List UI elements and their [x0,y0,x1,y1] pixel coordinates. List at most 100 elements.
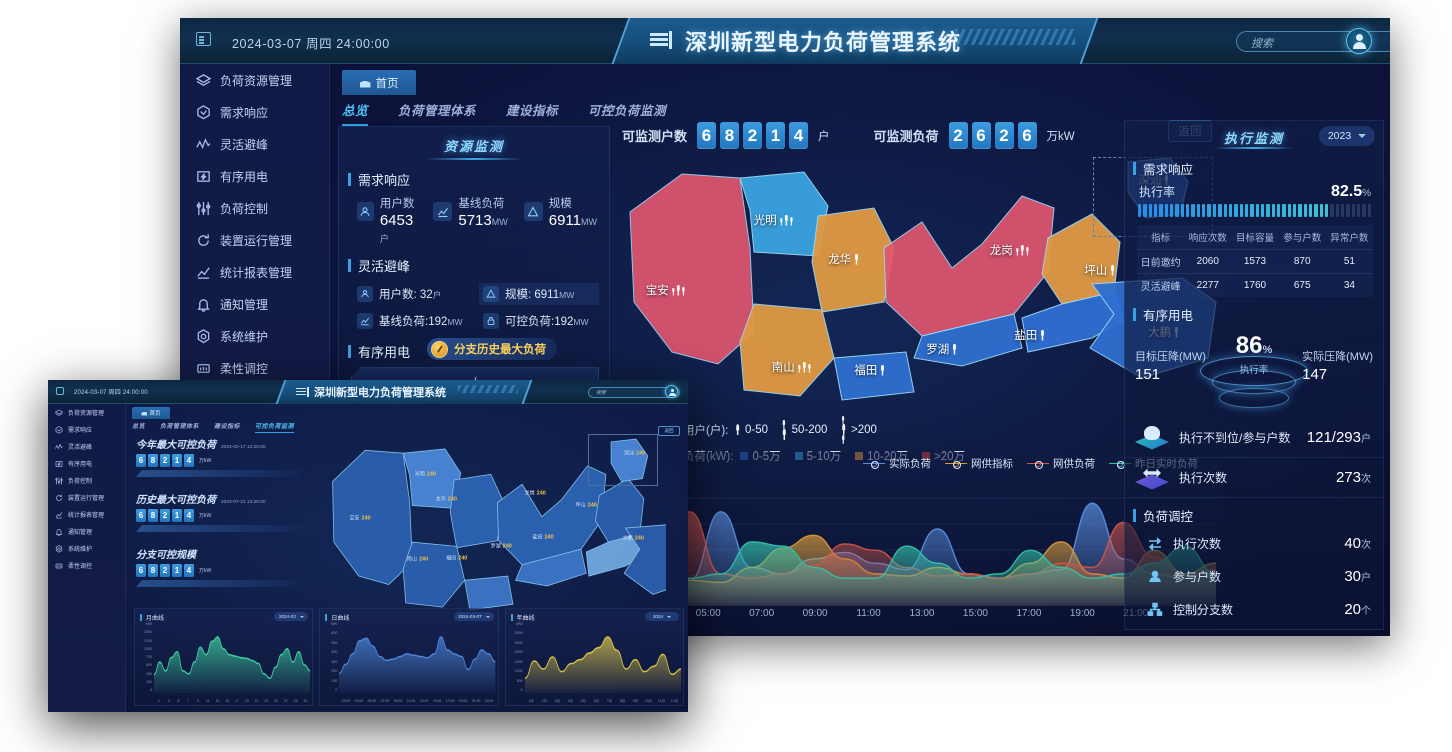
table-cell: 675 [1293,280,1311,291]
households-unit: 户 [818,130,830,143]
panel-title-underline [426,158,522,160]
table-header-cell: 指标 [1151,233,1171,244]
table-cell: 日前邀约 [1140,258,1181,269]
tab-bar: 总览 负荷管理体系 建设指标 可控负荷监测 [342,100,666,126]
rate-value: 82.5% [1330,183,1371,200]
counter-digit: 6 [136,509,146,522]
load-label: 可监测负荷 [873,129,939,144]
y-tick: 700 [146,655,152,660]
chart-legend-item[interactable]: 网供指标 [945,456,1013,471]
sidebar-item-power-box[interactable]: 有序用电 [48,455,125,472]
chart-period-selector[interactable]: 2024 [644,612,679,621]
menu-toggle-icon[interactable] [196,32,211,46]
target-reduction: 目标压降(MW) 151 [1135,348,1206,383]
sidebar-item-chart[interactable]: 统计报表管理 [180,256,329,288]
label: 实际压降(MW) [1302,351,1373,363]
tab-1[interactable]: 负荷管理体系 [398,104,477,118]
sidebar-item-label: 通知管理 [220,297,269,312]
tab-1[interactable]: 负荷管理体系 [160,424,200,430]
chart-legend-item[interactable]: 网供负荷 [1027,456,1095,471]
tab-0[interactable]: 总览 [132,424,146,430]
rate-bar-segment [1367,204,1372,217]
sidebar-item-label: 柔性调控 [68,564,93,570]
sidebar-item-monitor[interactable]: 柔性调控 [48,557,125,574]
stat-date: 2024-02-17 13:25:00 [221,445,266,450]
badge-label: 分支历史最大负荷 [454,344,546,356]
tab-2[interactable]: 建设指标 [506,104,559,118]
value: 147 [1302,366,1328,383]
stat-title: 历史最大可控负荷 [136,495,216,506]
y-tick: 500 [331,640,338,645]
table-cell: 2060 [1196,256,1219,267]
hatch-decoration-right [458,385,518,393]
panel-title: 执行监测 [1223,131,1285,146]
menu-toggle-icon[interactable] [56,387,64,395]
shenzhen-map[interactable]: 光明 240 宝安 240 龙华 240 龙岗 240 坪山 240 南山 240 福田 240 罗湖 240… [326,432,666,617]
sidebar-item-label: 有序用电 [220,169,269,184]
sidebar-item-layers[interactable]: 负荷资源管理 [48,404,125,421]
sidebar-item-bell[interactable]: 通知管理 [48,523,125,540]
x-tick: 31 [303,699,308,703]
y-tick: 400 [146,671,152,676]
chart-period-selector[interactable]: 2024-03 [274,612,309,621]
tab-0[interactable]: 总览 [342,100,369,126]
pyramid-icon [483,286,499,302]
chart-icon [55,511,63,519]
sidebar-item-target[interactable]: 需求响应 [180,96,329,128]
row-label: 控制分支数 [1173,603,1234,617]
home-button[interactable]: 首页 [132,407,170,419]
sidebar-item-wave[interactable]: 灵活避峰 [180,128,329,160]
rate-bar-segment [1154,204,1158,217]
x-tick: 13 [215,699,220,703]
sidebar-item-wave[interactable]: 灵活避峰 [48,438,125,455]
sidebar-item-refresh[interactable]: 装置运行管理 [48,489,125,506]
avatar[interactable] [1346,28,1372,54]
y-tick: 100 [331,678,338,683]
back-button[interactable]: 返回 [658,426,680,436]
rate-bar-segment [1346,204,1350,217]
demand-response-table: 指标 响应次数 目标容量 参与户数 异常户数 日前邀约 2060 1573 870 51 灵活避峰… [1137,225,1373,297]
tab-3[interactable]: 可控负荷监测 [588,104,667,118]
x-tick: 15 [225,699,230,703]
year-selector[interactable]: 2023 [1319,126,1375,146]
sidebar-item-layers[interactable]: 负荷资源管理 [180,64,329,96]
x-tick: 15:00 [962,608,988,619]
selector-value: 2024-03 [278,614,296,619]
avatar[interactable] [665,385,678,398]
app-title: 深圳新型电力负荷管理系统 [650,26,1070,56]
sidebar-item-chart[interactable]: 统计报表管理 [48,506,125,523]
sidebar-item-refresh[interactable]: 装置运行管理 [180,224,329,256]
tab-2[interactable]: 建设指标 [214,424,241,430]
sidebar-item-monitor[interactable]: 柔性调控 [180,352,329,384]
rate-bar-segment [1223,204,1227,217]
table-cell: 1760 [1243,280,1267,291]
sidebar-item-gear[interactable]: 系统维护 [180,320,329,352]
sidebar-item-gear[interactable]: 系统维护 [48,540,125,557]
tab-3[interactable]: 可控负荷监测 [255,421,295,433]
app-title-text: 深圳新型电力负荷管理系统 [685,30,962,55]
sidebar-item-target[interactable]: 需求响应 [48,421,125,438]
home-button[interactable]: 首页 [342,70,416,95]
chart-period-selector[interactable]: 2024-03-07 [454,612,494,621]
x-tick: 01:00 [341,699,351,703]
legend-label: 网供负荷 [1053,458,1095,470]
chart-年曲线: 年曲线 2024 MW 3000 2500 2000 1500 1000 500 0 1月 2月 3月 4… [504,608,684,706]
counter-digit: 1 [172,564,182,577]
kpi-item: 规模 6911MW [523,195,597,246]
sidebar-item-sliders[interactable]: 负荷控制 [48,472,125,489]
sidebar-item-label: 需求响应 [68,428,93,434]
gauge-ring-inner [1219,388,1289,408]
stat-unit: 万kW [199,513,212,519]
sidebar-item-power-box[interactable]: 有序用电 [180,160,329,192]
chart-title: 年曲线 [516,616,535,622]
selector-value: 2024 [652,614,664,619]
sidebar-item-bell[interactable]: 通知管理 [180,288,329,320]
rate-bar-segment [1330,204,1334,217]
sidebar-item-sliders[interactable]: 负荷控制 [180,192,329,224]
chart-legend-item[interactable]: 实际负荷 [863,456,931,471]
kpi-item: 用户数 6453户 [357,195,417,246]
x-tick: 03:00 [354,699,364,703]
stat-block: 分支可控规模 6 8 2 1 4 万kW [136,546,326,587]
execution-rate-gauge: 86% 执行率 目标压降(MW) 151 实际压降(MW) 147 [1125,326,1383,418]
